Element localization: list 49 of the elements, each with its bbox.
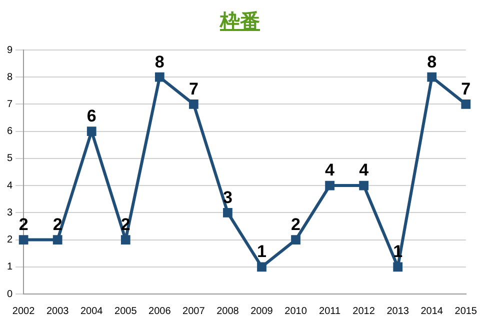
x-tick-label: 2011 — [319, 306, 341, 317]
x-tick-label: 2013 — [386, 306, 410, 317]
point — [291, 235, 300, 244]
y-tick-label: 0 — [7, 288, 13, 300]
y-tick-label: 1 — [7, 262, 13, 273]
point — [120, 235, 130, 244]
x-tick-label: 2012 — [352, 306, 376, 317]
point — [223, 208, 232, 218]
y-tick-label: 5 — [7, 153, 13, 164]
point — [18, 235, 28, 244]
x-tick-label: 2014 — [420, 306, 444, 317]
data-label: 3 — [222, 188, 232, 207]
data-label: 2 — [291, 214, 300, 234]
x-tick-label: 2004 — [80, 306, 104, 317]
data-label: 6 — [86, 106, 96, 126]
point — [154, 72, 164, 82]
data-label: 7 — [461, 79, 471, 98]
x-tick-label: 2005 — [114, 306, 138, 317]
point — [52, 235, 62, 244]
point — [427, 72, 437, 82]
point — [461, 100, 471, 109]
point — [257, 262, 266, 272]
data-label: 1 — [256, 242, 266, 262]
y-tick-label: 9 — [7, 44, 13, 56]
point — [325, 180, 334, 190]
y-tick-label: 2 — [7, 234, 13, 246]
y-tick-label: 7 — [7, 98, 13, 110]
data-label: 8 — [427, 52, 437, 72]
data-label: 4 — [325, 160, 336, 180]
point — [189, 100, 198, 109]
data-label: 7 — [188, 79, 198, 98]
y-tick-label: 6 — [7, 126, 13, 138]
y-tick-label: 4 — [7, 180, 13, 192]
x-tick-label: 2010 — [284, 306, 308, 317]
x-tick-label: 2009 — [250, 306, 274, 317]
x-tick-label: 2007 — [182, 306, 206, 317]
x-tick-label: 2003 — [46, 306, 70, 317]
data-label: 8 — [154, 52, 164, 72]
y-tick-label: 3 — [7, 207, 13, 218]
point — [359, 180, 368, 190]
x-tick-label: 2002 — [12, 306, 36, 317]
x-tick-label: 2006 — [148, 306, 172, 317]
data-label: 4 — [359, 160, 370, 180]
chart-title: 枠番 — [218, 8, 261, 35]
x-tick-label: 2015 — [454, 306, 478, 317]
point — [393, 262, 403, 272]
x-tick-label: 2008 — [216, 306, 240, 317]
y-tick-label: 8 — [7, 72, 13, 83]
point — [86, 126, 96, 136]
